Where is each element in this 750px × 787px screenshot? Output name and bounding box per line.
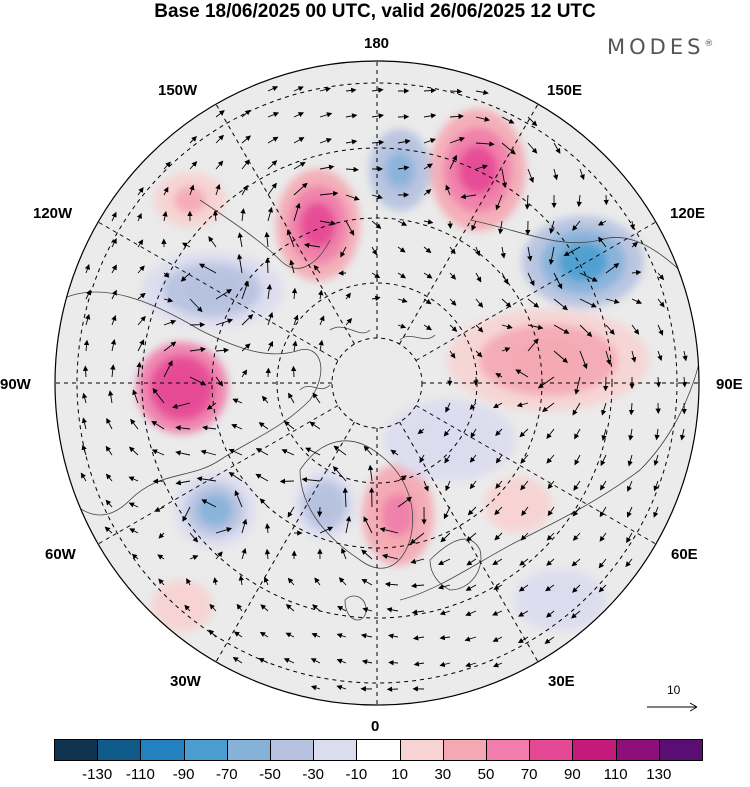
colorbar-tick-label: -30 — [302, 766, 324, 783]
colorbar-swatch — [572, 739, 616, 761]
colorbar-tick-label: -110 — [126, 766, 155, 783]
positive-anomaly — [458, 146, 498, 195]
colorbar-swatch — [356, 739, 400, 761]
colorbar-tick-label: -130 — [82, 766, 112, 783]
colorbar-tick-label: 10 — [391, 766, 408, 783]
negative-anomaly — [386, 152, 415, 187]
wind-arrow — [450, 91, 462, 92]
colorbar-tick-label: -10 — [346, 766, 368, 783]
colorbar-tick-label: 90 — [564, 766, 581, 783]
colorbar-swatch — [486, 739, 530, 761]
colorbar-tick-label: 110 — [604, 766, 628, 783]
colorbar-swatch — [184, 739, 228, 761]
colorbar-tick-label: -90 — [173, 766, 195, 783]
colorbar-swatch — [140, 739, 184, 761]
wind-arrow — [293, 367, 294, 377]
wind-arrow — [267, 258, 268, 273]
lon-label-60w: 60W — [45, 546, 76, 563]
colorbar-swatch — [400, 739, 444, 761]
colorbar-swatch — [659, 739, 703, 761]
colorbar-swatch — [54, 739, 98, 761]
positive-anomaly — [163, 369, 202, 408]
lon-label-120e: 120E — [670, 205, 705, 222]
positive-anomaly — [503, 492, 534, 519]
wind-arrow — [320, 507, 321, 516]
reference-vector: 10 — [645, 683, 705, 713]
lon-label-120w: 120W — [33, 205, 72, 222]
wind-arrow — [606, 377, 607, 390]
positive-anomaly — [510, 339, 585, 381]
colorbar-tick-label: 70 — [521, 766, 538, 783]
colorbar-swatch — [443, 739, 487, 761]
lon-label-150w: 150W — [158, 82, 197, 99]
colorbar-swatch — [270, 739, 314, 761]
wind-arrow — [281, 481, 294, 482]
lon-label-30e: 30E — [548, 673, 575, 690]
lon-label-180: 180 — [364, 35, 389, 52]
lon-label-90e: 90E — [716, 376, 743, 393]
positive-anomaly — [174, 187, 206, 214]
colorbar-tick-label: -50 — [259, 766, 281, 783]
colorbar-swatch — [616, 739, 660, 761]
lon-label-90w: 90W — [0, 376, 31, 393]
colorbar: -130 -110 -90 -70 -50 -30 -10 10 30 50 70 90 110 130 — [54, 739, 702, 787]
colorbar-tick-label: -70 — [216, 766, 238, 783]
lon-label-0: 0 — [371, 718, 379, 735]
wind-arrow — [268, 369, 269, 378]
colorbar-tick-label: 30 — [434, 766, 451, 783]
colorbar-swatch — [529, 739, 573, 761]
negative-anomaly — [311, 490, 340, 521]
colorbar-swatch — [97, 739, 141, 761]
reference-vector-label: 10 — [667, 683, 680, 697]
colorbar-swatch — [313, 739, 357, 761]
negative-anomaly — [559, 243, 608, 282]
colorbar-tick-label: 50 — [478, 766, 495, 783]
colorbar-tick-label: 130 — [646, 766, 671, 783]
lon-label-150e: 150E — [547, 82, 582, 99]
colorbar-swatch — [227, 739, 271, 761]
negative-anomaly — [424, 422, 476, 457]
positive-anomaly — [168, 593, 197, 618]
lon-label-60e: 60E — [671, 546, 698, 563]
wind-arrow — [389, 662, 398, 663]
negative-anomaly — [197, 493, 232, 526]
lon-label-30w: 30W — [170, 673, 201, 690]
positive-anomaly — [382, 494, 414, 536]
